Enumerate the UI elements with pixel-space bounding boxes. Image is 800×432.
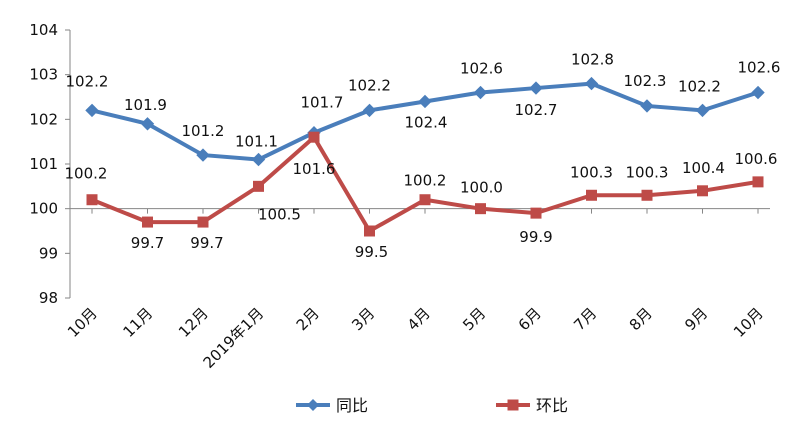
legend-label: 环比 (536, 396, 568, 415)
data-point-diamond (196, 148, 210, 162)
y-tick-label: 101 (29, 155, 58, 173)
x-tick-label: 8月 (626, 304, 656, 334)
data-point-square (308, 131, 320, 143)
data-point-square (86, 194, 98, 206)
data-point-diamond (418, 94, 432, 109)
data-label: 99.5 (355, 243, 388, 261)
data-point-diamond (640, 99, 654, 113)
data-point-square (752, 176, 764, 188)
data-point-diamond (140, 117, 155, 131)
data-label: 100.2 (404, 172, 447, 190)
data-label: 100.6 (735, 150, 778, 168)
data-point-square (697, 185, 708, 197)
data-labels-layer: 102.2101.9101.2101.1101.7102.2102.4102.6… (65, 51, 781, 261)
data-label: 102.2 (66, 72, 109, 90)
y-tick-label: 104 (29, 21, 58, 39)
data-point-square (142, 216, 153, 228)
data-label: 102.3 (624, 72, 667, 90)
data-label: 100.5 (258, 205, 301, 223)
legend-marker-diamond (307, 399, 319, 411)
data-label: 102.7 (515, 101, 558, 119)
data-point-diamond (362, 103, 377, 118)
x-tick-label: 4月 (404, 304, 434, 334)
data-point-diamond (751, 85, 765, 100)
data-point-diamond (529, 81, 543, 95)
data-label: 102.6 (738, 59, 781, 77)
y-tick-label: 98 (39, 289, 58, 307)
data-point-square (364, 225, 375, 237)
y-tick-label: 102 (29, 110, 58, 128)
x-tick-label: 7月 (570, 304, 600, 334)
data-label: 100.4 (682, 159, 725, 177)
data-point-square (419, 194, 431, 206)
x-tick-label: 6月 (515, 304, 545, 334)
y-tick-label: 99 (39, 244, 58, 262)
x-tick-label: 2019年1月 (200, 304, 268, 372)
x-tick-label: 3月 (348, 304, 378, 334)
data-label: 100.0 (460, 179, 503, 197)
x-tick-label: 12月 (175, 304, 212, 341)
data-point-square (586, 189, 597, 201)
data-point-diamond (584, 76, 599, 91)
data-label: 100.3 (626, 163, 669, 181)
data-point-diamond (695, 103, 710, 118)
legend-label: 同比 (336, 396, 368, 415)
x-tick-label: 10月 (730, 304, 767, 341)
x-tick-label: 2月 (293, 304, 323, 334)
data-label: 101.6 (293, 160, 336, 178)
data-label: 101.7 (301, 94, 344, 112)
chart-legend: 同比 环比 (296, 396, 568, 415)
data-label: 100.3 (570, 163, 613, 181)
data-label: 102.8 (571, 51, 614, 69)
data-point-square (530, 207, 542, 219)
data-label: 102.6 (460, 60, 503, 78)
x-tick-label: 5月 (459, 304, 489, 334)
data-label: 99.9 (519, 228, 552, 246)
x-tick-label: 9月 (681, 304, 711, 334)
data-label: 101.9 (124, 96, 167, 114)
y-tick-label: 103 (29, 66, 58, 84)
data-label: 102.2 (348, 76, 391, 94)
series-layer (85, 76, 765, 237)
y-tick-label: 100 (29, 200, 58, 218)
data-point-diamond (85, 103, 99, 118)
data-point-square (197, 216, 209, 228)
x-tick-label: 10月 (64, 304, 101, 341)
data-label: 99.7 (190, 234, 223, 252)
data-label: 102.2 (678, 77, 721, 95)
data-label: 101.1 (235, 133, 278, 151)
data-point-diamond (251, 152, 266, 167)
data-point-square (475, 203, 486, 215)
legend-marker-square (507, 399, 519, 411)
x-tick-label: 11月 (119, 304, 156, 341)
data-point-square (641, 189, 653, 201)
data-label: 101.2 (182, 122, 225, 140)
data-label: 99.7 (131, 234, 164, 252)
data-point-square (253, 180, 264, 192)
data-label: 100.2 (65, 165, 108, 183)
data-point-diamond (473, 85, 488, 100)
data-label: 102.4 (405, 113, 448, 131)
